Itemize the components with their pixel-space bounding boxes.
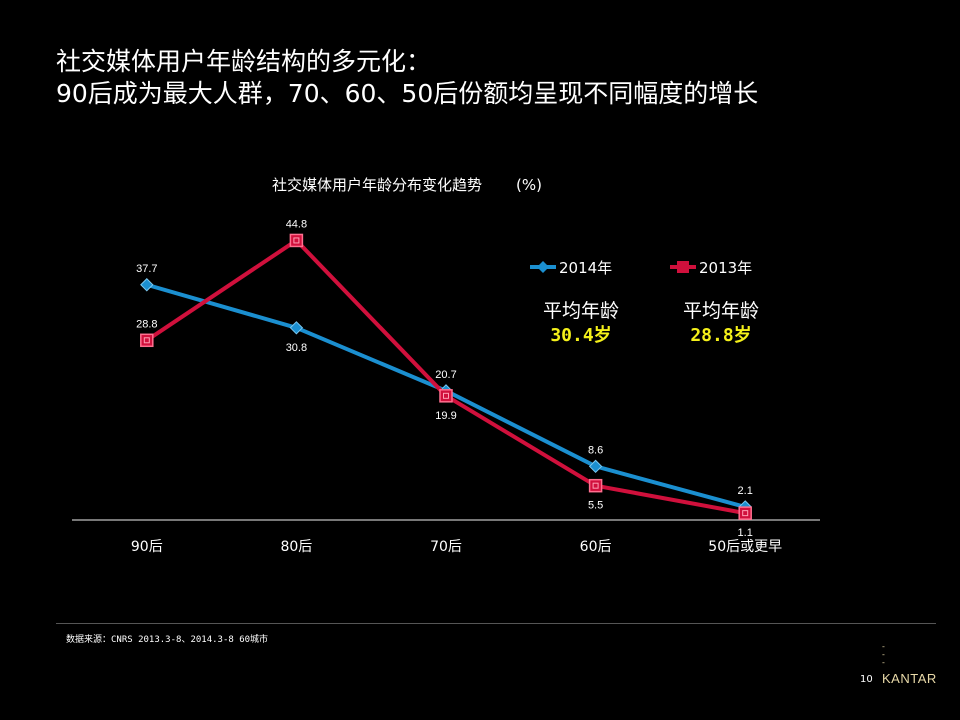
legend-label: 2014年 [559, 259, 612, 277]
slide-headline: 社交媒体用户年龄结构的多元化： 90后成为最大人群，70、60、50后份额均呈现… [56, 46, 758, 110]
data-point [588, 478, 603, 493]
data-label: 37.7 [136, 263, 157, 275]
average-age-2013: 平均年龄 28.8岁 [676, 298, 766, 348]
data-label: 44.8 [286, 218, 307, 230]
data-label: 30.8 [286, 342, 307, 354]
legend-marker [677, 261, 689, 273]
x-tick-label: 60后 [580, 539, 612, 555]
data-point [588, 459, 603, 474]
data-label: 20.7 [435, 369, 456, 381]
x-tick-label: 80后 [280, 539, 312, 555]
data-point [289, 233, 304, 248]
average-age-label: 平均年龄 [542, 300, 619, 322]
data-point-inner [443, 392, 449, 399]
x-tick-label: 70后 [430, 539, 462, 555]
chart-title: 社交媒体用户年龄分布变化趋势 [272, 176, 483, 194]
legend-marker [537, 261, 549, 273]
average-age-value: 28.8岁 [690, 325, 752, 346]
data-point-inner [592, 482, 599, 489]
data-label: 5.5 [588, 500, 603, 512]
data-label: 19.9 [435, 410, 456, 422]
page-number: 10 [860, 674, 873, 685]
average-age-2014: 平均年龄 30.4岁 [536, 298, 626, 348]
headline-line-2: 90后成为最大人群，70、60、50后份额均呈现不同幅度的增长 [56, 79, 759, 108]
data-point [289, 321, 304, 335]
legend-label: 2013年 [699, 259, 752, 277]
data-label: 28.8 [136, 318, 157, 330]
data-point-inner [143, 337, 150, 344]
chart-unit: (%) [516, 176, 542, 194]
data-point-inner [293, 237, 300, 244]
data-label: 2.1 [738, 485, 753, 497]
brand-logo: KANTAR [882, 671, 937, 686]
data-point [140, 333, 154, 348]
brand-dots-icon: --- [882, 642, 885, 667]
average-age-label: 平均年龄 [682, 300, 759, 322]
data-point-inner [742, 510, 749, 517]
x-tick-label: 50后或更早 [708, 539, 782, 555]
data-point [140, 278, 154, 292]
chart-title-block: 社交媒体用户年龄分布变化趋势 (%) [272, 174, 542, 195]
data-source: 数据来源：CNRS 2013.3-8、2014.3-8 60城市 [66, 635, 269, 645]
data-point [439, 389, 453, 403]
data-label: 8.6 [588, 444, 603, 456]
average-age-value: 30.4岁 [550, 325, 612, 346]
footer-divider [56, 623, 936, 624]
x-tick-label: 90后 [131, 539, 163, 555]
headline-line-1: 社交媒体用户年龄结构的多元化： [56, 47, 432, 76]
data-label: 1.1 [738, 527, 753, 539]
data-point [738, 506, 752, 520]
